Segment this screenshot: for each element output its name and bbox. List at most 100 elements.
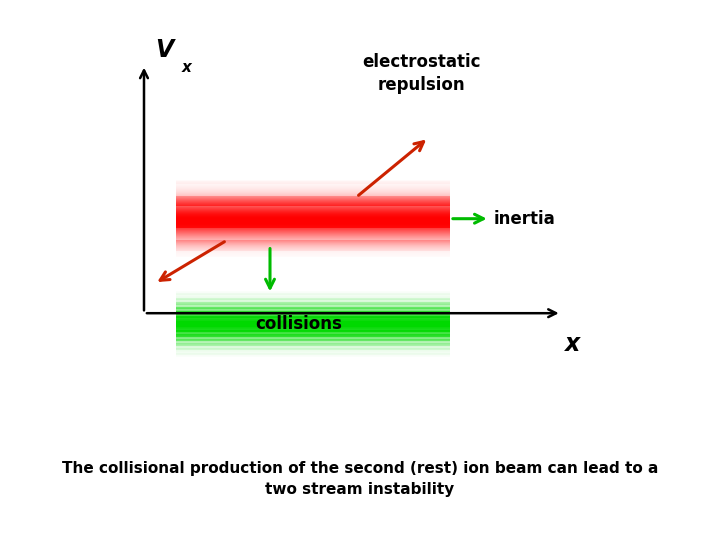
Bar (176, 240, 450, 242)
Bar (176, 313, 450, 314)
Bar (176, 212, 450, 213)
Bar (176, 355, 450, 356)
Bar (176, 186, 450, 187)
Bar (176, 333, 450, 334)
Bar (176, 235, 450, 236)
Bar (176, 194, 450, 196)
Bar (176, 325, 450, 326)
Bar (176, 340, 450, 341)
Bar (176, 211, 450, 212)
Bar (176, 312, 450, 314)
Bar (176, 324, 450, 325)
Bar (176, 195, 450, 197)
Bar (176, 215, 450, 217)
Bar (176, 318, 450, 319)
Bar (176, 329, 450, 331)
Bar (176, 245, 450, 247)
Bar (176, 229, 450, 231)
Bar (176, 214, 450, 215)
Bar (176, 204, 450, 206)
Bar (176, 294, 450, 295)
Bar (176, 354, 450, 355)
Bar (176, 348, 450, 349)
Bar (176, 307, 450, 309)
Bar (176, 343, 450, 345)
Bar (176, 210, 450, 211)
Bar (176, 231, 450, 232)
Bar (176, 247, 450, 248)
Bar (176, 189, 450, 190)
Bar (176, 242, 450, 244)
Bar (176, 295, 450, 296)
Bar (176, 334, 450, 335)
Bar (176, 317, 450, 319)
Bar (176, 346, 450, 347)
Bar (176, 348, 450, 349)
Bar (176, 301, 450, 302)
Bar (176, 314, 450, 315)
Bar (176, 214, 450, 216)
Bar (176, 339, 450, 341)
Bar (176, 251, 450, 252)
Bar (176, 299, 450, 300)
Bar (176, 315, 450, 317)
Bar (176, 230, 450, 231)
Bar (176, 298, 450, 299)
Bar (176, 338, 450, 339)
Bar (176, 326, 450, 327)
Bar (176, 252, 450, 253)
Bar (176, 191, 450, 192)
Bar (176, 198, 450, 199)
Bar (176, 205, 450, 206)
Bar (176, 190, 450, 191)
Bar (176, 321, 450, 322)
Bar (176, 248, 450, 249)
Bar (176, 322, 450, 323)
Bar (176, 303, 450, 305)
Text: inertia: inertia (493, 210, 555, 228)
Bar (176, 250, 450, 252)
Bar (176, 219, 450, 220)
Bar (176, 244, 450, 245)
Bar (176, 184, 450, 185)
Bar (176, 234, 450, 235)
Bar (176, 187, 450, 188)
Bar (176, 237, 450, 238)
Bar (176, 203, 450, 205)
Bar (176, 300, 450, 301)
Text: collisions: collisions (256, 315, 342, 333)
Bar (176, 332, 450, 333)
Bar (176, 220, 450, 222)
Bar (176, 222, 450, 224)
Bar (176, 223, 450, 225)
Bar (176, 206, 450, 207)
Bar (176, 356, 450, 357)
Bar (176, 353, 450, 354)
Bar (176, 188, 450, 189)
Bar (176, 320, 450, 321)
Bar (176, 185, 450, 186)
Bar (176, 193, 450, 195)
Bar (176, 208, 450, 210)
Bar (176, 246, 450, 248)
Bar (176, 327, 450, 328)
Bar (176, 296, 450, 297)
Bar (176, 328, 450, 329)
Bar (176, 331, 450, 333)
Bar (176, 253, 450, 254)
Bar (176, 312, 450, 313)
Bar (176, 299, 450, 300)
Bar (176, 235, 450, 237)
Bar (176, 352, 450, 353)
Bar (176, 304, 450, 305)
Bar (176, 315, 450, 316)
Bar (176, 305, 450, 306)
Bar (176, 291, 450, 292)
Bar (176, 213, 450, 214)
Bar (176, 349, 450, 350)
Bar (176, 200, 450, 202)
Bar (176, 319, 450, 320)
Bar (176, 306, 450, 307)
Bar (176, 309, 450, 310)
Bar (176, 293, 450, 295)
